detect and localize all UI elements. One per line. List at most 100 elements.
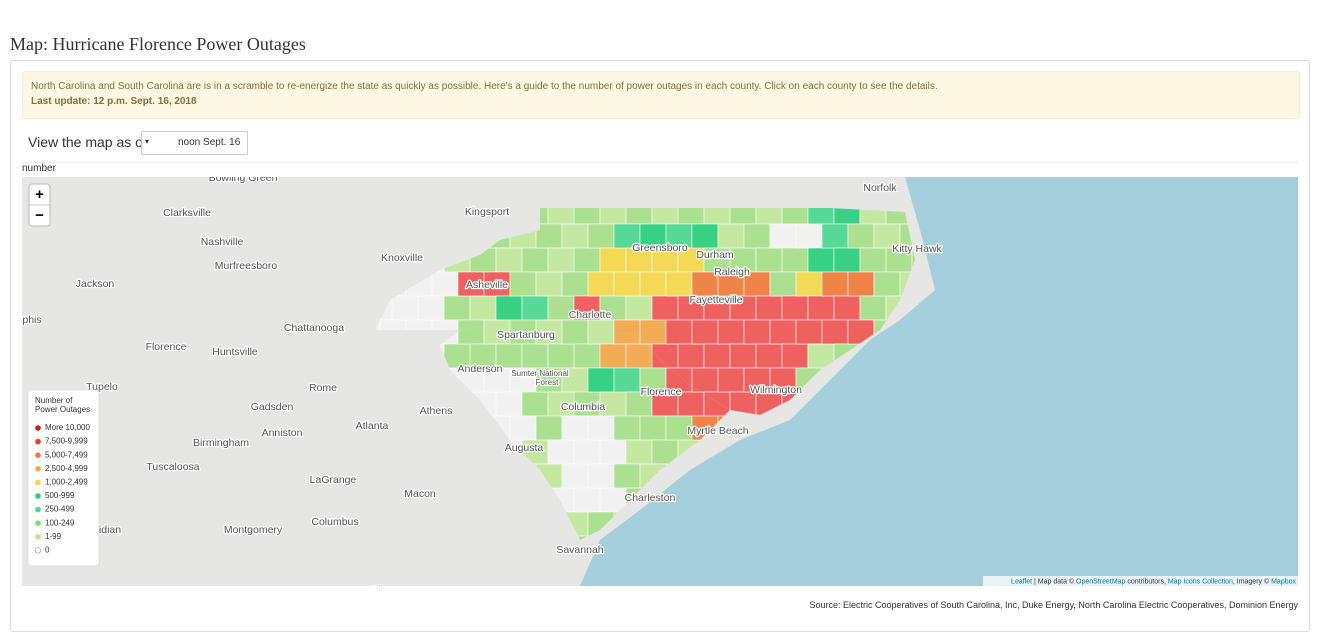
county[interactable] (717, 223, 745, 249)
county[interactable] (821, 271, 849, 297)
county[interactable] (573, 247, 601, 273)
county[interactable] (859, 247, 887, 273)
county[interactable] (755, 343, 783, 369)
county[interactable] (755, 247, 783, 273)
county[interactable] (665, 223, 693, 249)
county[interactable] (443, 295, 471, 321)
county[interactable] (703, 295, 731, 321)
county[interactable] (755, 295, 783, 321)
county[interactable] (677, 295, 705, 321)
county[interactable] (613, 463, 641, 489)
county[interactable] (573, 343, 601, 369)
county[interactable] (743, 319, 771, 345)
county[interactable] (521, 343, 549, 369)
county[interactable] (743, 367, 771, 393)
county[interactable] (795, 319, 823, 345)
county[interactable] (833, 295, 861, 321)
county[interactable] (561, 463, 589, 489)
attribution-part[interactable]: Map Icons Collection (1168, 578, 1233, 585)
county[interactable] (561, 415, 589, 441)
county[interactable] (795, 223, 823, 249)
county[interactable] (703, 247, 731, 273)
county[interactable] (677, 391, 705, 417)
county[interactable] (521, 247, 549, 273)
county[interactable] (483, 271, 511, 297)
county[interactable] (469, 343, 497, 369)
county[interactable] (509, 367, 537, 393)
county[interactable] (587, 271, 615, 297)
county[interactable] (639, 415, 667, 441)
map[interactable]: Bowling Green Norfolk Clarksville Kingsport… (22, 177, 1298, 586)
county[interactable] (599, 439, 627, 465)
county[interactable] (495, 343, 523, 369)
county[interactable] (833, 247, 861, 273)
county[interactable] (703, 343, 731, 369)
county[interactable] (417, 295, 445, 321)
county[interactable] (625, 439, 653, 465)
county[interactable] (587, 367, 615, 393)
county[interactable] (743, 223, 771, 249)
county[interactable] (847, 223, 875, 249)
county[interactable] (521, 295, 549, 321)
date-select[interactable]: ▾ noon Sept. 16 (141, 131, 248, 155)
county[interactable] (911, 247, 938, 273)
county[interactable] (599, 247, 627, 273)
county[interactable] (821, 319, 849, 345)
county[interactable] (613, 271, 641, 297)
county[interactable] (781, 343, 809, 369)
county[interactable] (495, 295, 523, 321)
county[interactable] (535, 415, 563, 441)
attribution-part[interactable]: OpenStreetMap (1076, 578, 1126, 585)
county[interactable] (651, 391, 679, 417)
county[interactable] (573, 391, 601, 417)
county[interactable] (795, 271, 823, 297)
county[interactable] (807, 247, 835, 273)
county[interactable] (873, 223, 901, 249)
county[interactable] (691, 271, 719, 297)
county[interactable] (769, 271, 797, 297)
county[interactable] (691, 367, 719, 393)
county[interactable] (651, 247, 679, 273)
county[interactable] (769, 367, 797, 393)
zoom-button[interactable]: + (35, 186, 44, 203)
county[interactable] (859, 295, 887, 321)
county[interactable] (625, 295, 653, 321)
county[interactable] (509, 271, 537, 297)
county[interactable] (639, 367, 667, 393)
county[interactable] (691, 223, 719, 249)
county[interactable] (639, 271, 667, 297)
county[interactable] (873, 271, 901, 297)
county[interactable] (561, 271, 589, 297)
zoom-button[interactable]: − (35, 207, 44, 224)
attribution-part[interactable]: Mapbox (1271, 578, 1296, 585)
county[interactable] (587, 223, 615, 249)
county[interactable] (651, 295, 679, 321)
county[interactable] (509, 415, 537, 441)
county[interactable] (535, 271, 563, 297)
county[interactable] (665, 415, 693, 441)
county[interactable] (729, 343, 757, 369)
county[interactable] (729, 295, 757, 321)
county[interactable] (717, 319, 745, 345)
county[interactable] (587, 463, 615, 489)
county[interactable] (677, 343, 705, 369)
county[interactable] (391, 295, 419, 321)
county[interactable] (469, 295, 497, 321)
county[interactable] (847, 271, 875, 297)
county[interactable] (521, 391, 549, 417)
county[interactable] (613, 223, 641, 249)
county[interactable] (807, 295, 835, 321)
county[interactable] (781, 247, 809, 273)
county[interactable] (781, 295, 809, 321)
county[interactable] (431, 271, 459, 297)
county[interactable] (495, 247, 523, 273)
county[interactable] (677, 247, 705, 273)
county[interactable] (599, 487, 627, 513)
county[interactable] (613, 367, 641, 393)
county[interactable] (691, 319, 719, 345)
county[interactable] (561, 367, 589, 393)
county[interactable] (821, 223, 849, 249)
county[interactable] (599, 343, 627, 369)
county[interactable] (547, 439, 575, 465)
county[interactable] (587, 415, 615, 441)
